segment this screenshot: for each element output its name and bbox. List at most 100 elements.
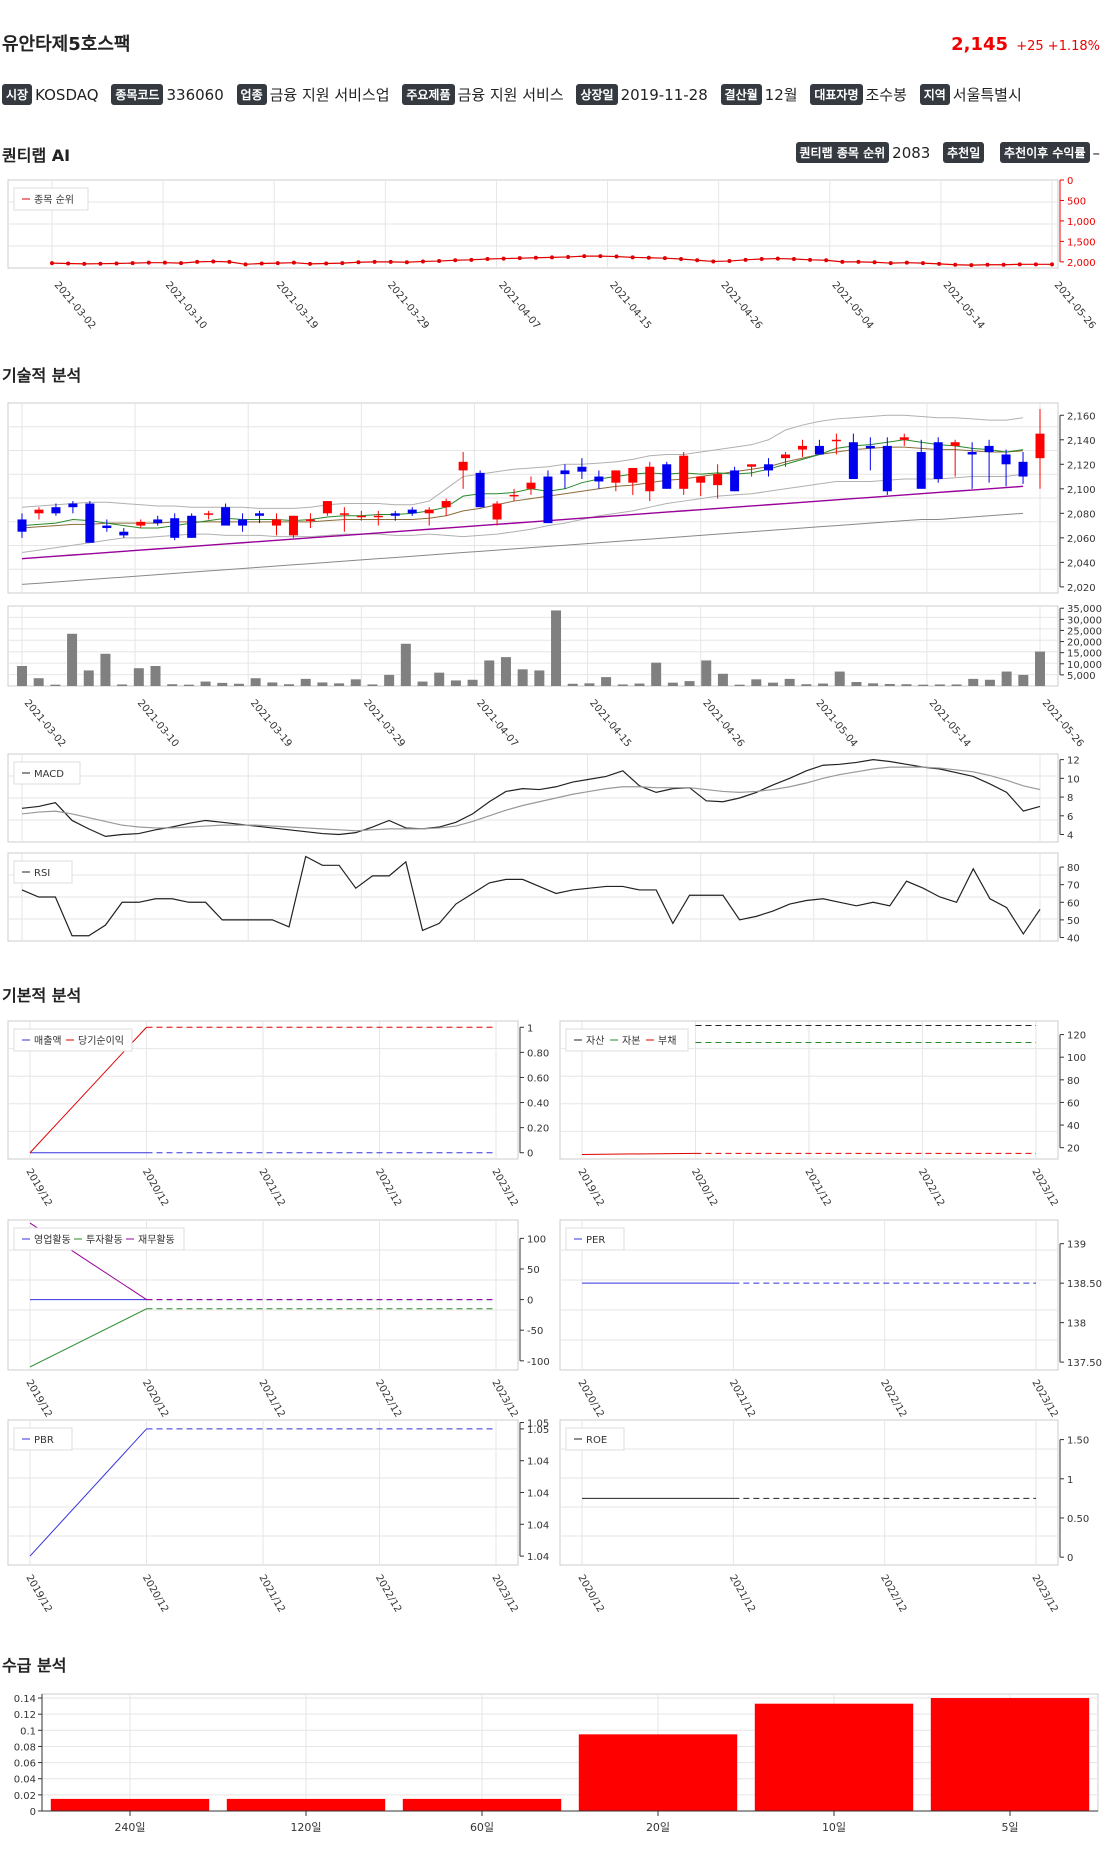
fin-sales-ytick-label: 0.60 xyxy=(527,1073,549,1084)
volume-bar xyxy=(901,684,912,686)
volume-xtick-label: 2021-03-19 xyxy=(248,698,294,750)
candle-body xyxy=(255,513,265,516)
rank-point xyxy=(646,255,651,260)
rank-point xyxy=(179,261,184,266)
rank-point xyxy=(872,260,877,265)
fin-balance-xtick-label: 2020/12 xyxy=(689,1167,719,1208)
rank-point xyxy=(388,259,393,264)
candle-body xyxy=(17,519,27,532)
rank-point xyxy=(727,259,732,264)
rank-ytick-label: 0 xyxy=(1067,176,1073,187)
volume-bar xyxy=(868,683,879,686)
volume-xtick-label: 2021-04-07 xyxy=(474,698,520,750)
volume-bar xyxy=(250,678,261,686)
rsi-ytick-label: 40 xyxy=(1067,933,1080,944)
volume-bar xyxy=(450,680,461,686)
fin-balance-ytick-label: 20 xyxy=(1067,1144,1080,1155)
info-label: 대표자명 xyxy=(810,84,863,105)
fin-cashflow-ytick-label: -50 xyxy=(527,1326,543,1337)
rank-point xyxy=(937,261,942,266)
fin-balance-xtick-label: 2019/12 xyxy=(575,1167,605,1208)
candle-body xyxy=(204,513,214,515)
info-label: 지역 xyxy=(919,84,950,105)
rank-point xyxy=(227,259,232,264)
fin-pbr-legend xyxy=(13,1427,73,1451)
volume-bar xyxy=(584,683,595,686)
info-label: 상장일 xyxy=(576,84,618,105)
fin-pbr-xtick-label: 2020/12 xyxy=(140,1573,170,1614)
volume-bar xyxy=(651,662,662,686)
supply-ytick-label: 0.1 xyxy=(20,1726,36,1737)
rank-point xyxy=(598,254,603,259)
current-price: 2,145 xyxy=(951,34,1009,55)
info-value: 금융 지원 서비스 xyxy=(457,86,564,104)
fin-sales-xtick-label: 2022/12 xyxy=(373,1167,403,1208)
fin-balance-xtick-label: 2023/12 xyxy=(1029,1167,1059,1208)
supply-xtick-label: 5일 xyxy=(1001,1820,1018,1834)
fin-pbr-ytick-label: 1.04 xyxy=(527,1520,549,1531)
candle-body xyxy=(221,507,231,526)
rank-xtick-label: 2021-05-26 xyxy=(1052,280,1098,332)
rank-legend-label: 종목 순위 xyxy=(34,193,74,206)
volume-xtick-label: 2021-03-29 xyxy=(361,698,407,750)
candle-body xyxy=(713,474,723,486)
rank-point xyxy=(437,259,442,264)
candle-body xyxy=(577,466,587,472)
ma120-line xyxy=(21,512,1024,585)
rank-label: 퀀티랩 종목 순위 xyxy=(795,142,890,163)
volume-bar xyxy=(968,678,979,686)
fin-balance-ytick-label: 40 xyxy=(1067,1121,1080,1132)
fin-sales-xtick-label: 2021/12 xyxy=(256,1167,286,1208)
fin-sales-ytick-label: 0.80 xyxy=(527,1048,549,1059)
fin-cashflow-xtick-label: 2023/12 xyxy=(489,1378,519,1419)
fin-cashflow-xtick-label: 2019/12 xyxy=(23,1378,53,1419)
candle-body xyxy=(526,482,536,489)
rank-point xyxy=(630,255,635,260)
fin-per-frame xyxy=(559,1219,1059,1371)
rank-point xyxy=(856,259,861,264)
volume-bar xyxy=(484,660,495,686)
volume-bar xyxy=(100,653,111,686)
volume-ytick-label: 15,000 xyxy=(1067,649,1102,660)
fin-balance-xtick-label: 2021/12 xyxy=(802,1167,832,1208)
volume-bar xyxy=(534,670,545,686)
rsi-ytick-label: 80 xyxy=(1067,863,1080,874)
rank-ytick-label: 2,000 xyxy=(1067,258,1096,269)
rank-point xyxy=(485,256,490,261)
supply-frame xyxy=(41,1693,1099,1812)
rank-point xyxy=(614,254,619,259)
volume-bar xyxy=(617,684,628,686)
quant-summary: 퀀티랩 종목 순위 2083 추천일 추천이후 수익률 – xyxy=(795,142,1100,163)
candle-body xyxy=(781,454,790,459)
volume-bar xyxy=(334,683,345,686)
candle-body xyxy=(475,472,485,508)
fin-balance-legend xyxy=(565,1028,689,1052)
rank-point xyxy=(340,261,345,266)
section-title-fundamental: 기본적 분석 xyxy=(2,986,82,1005)
volume-bar xyxy=(834,671,845,686)
volume-bar xyxy=(83,670,94,686)
rank-point xyxy=(679,256,684,261)
candle-body xyxy=(797,445,807,450)
rank-point xyxy=(1017,262,1022,267)
supply-xtick-label: 120일 xyxy=(290,1820,321,1834)
rank-point xyxy=(566,254,571,259)
macd-ytick-label: 4 xyxy=(1067,831,1073,842)
fin-cashflow-legend xyxy=(13,1227,185,1251)
rank-point xyxy=(533,255,538,260)
candle-body xyxy=(1018,461,1028,477)
info-label: 시장 xyxy=(2,84,33,105)
section-title-quant: 퀀티랩 AI xyxy=(2,146,71,165)
volume-bar xyxy=(384,674,395,686)
candle-body xyxy=(441,501,451,508)
candle-body xyxy=(390,513,400,516)
volume-bar xyxy=(701,660,712,686)
candle-body xyxy=(34,509,44,514)
fin-cashflow-legend-label: 재무활동 xyxy=(138,1233,175,1246)
rec-return-label: 추천이후 수익률 xyxy=(1000,142,1090,163)
candle-ytick-label: 2,140 xyxy=(1067,436,1096,447)
fin-sales-legend-label: 매출액 xyxy=(34,1035,62,1047)
fin-roe-ytick-label: 1 xyxy=(1067,1475,1073,1486)
volume-xtick-label: 2021-04-15 xyxy=(587,698,633,750)
volume-bar xyxy=(551,610,562,686)
